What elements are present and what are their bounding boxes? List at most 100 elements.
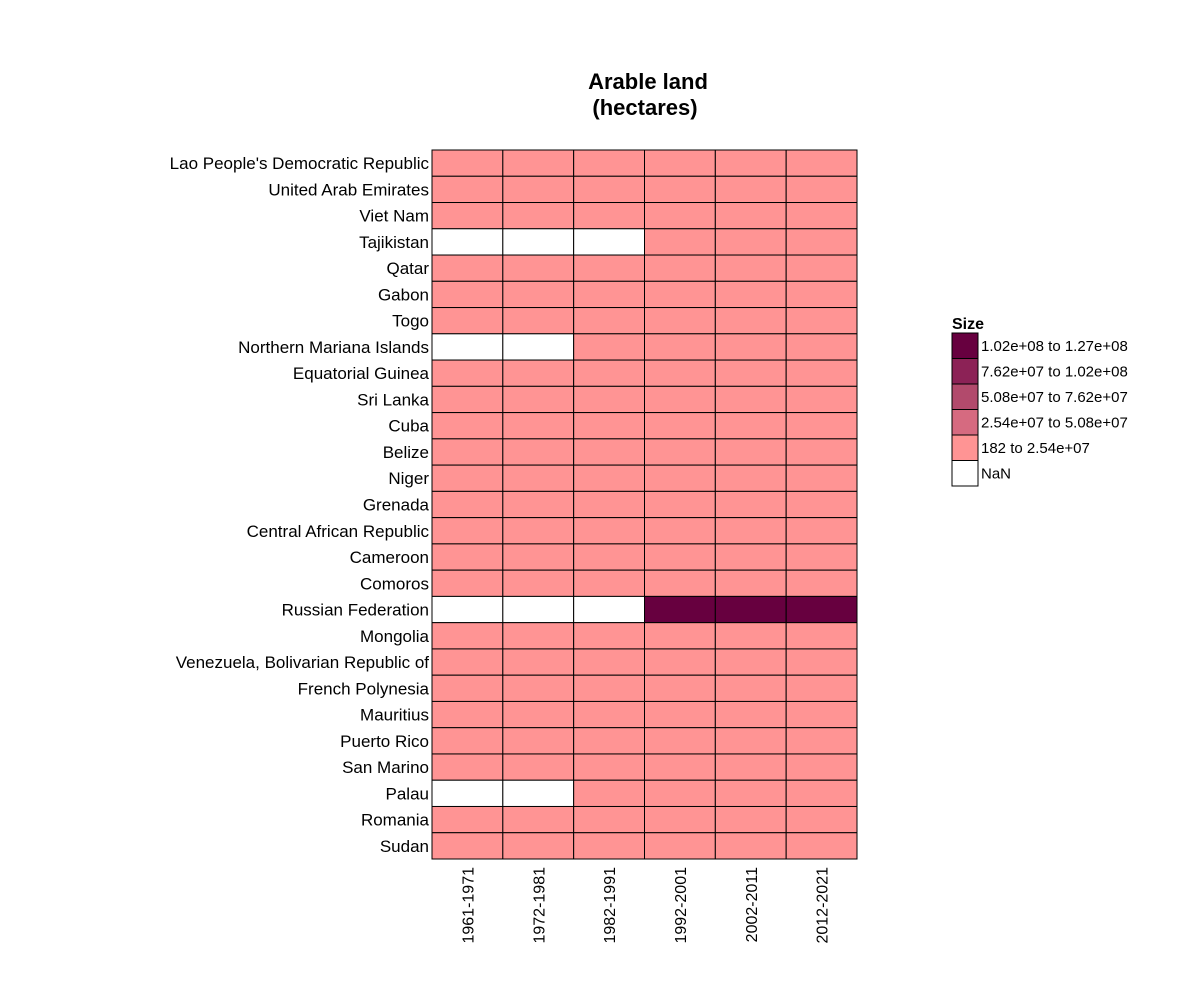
heatmap-cell xyxy=(714,543,787,571)
y-tick-label: Sri Lanka xyxy=(357,390,429,409)
heatmap-cell xyxy=(502,832,575,860)
heatmap-cell xyxy=(573,438,645,466)
legend-label: 5.08e+07 to 7.62e+07 xyxy=(981,389,1128,406)
heatmap-cell xyxy=(714,832,787,860)
heatmap-cell xyxy=(573,832,645,860)
x-tick-label: 1982-1991 xyxy=(602,867,619,944)
heatmap-cell xyxy=(502,727,575,755)
heatmap-cell xyxy=(502,175,575,204)
heatmap-cell xyxy=(785,307,858,335)
heatmap-cell xyxy=(644,202,716,230)
heatmap-cell xyxy=(502,622,575,650)
y-tick-label: Togo xyxy=(392,312,429,331)
heatmap-cell xyxy=(431,569,504,597)
y-tick-label: Viet Nam xyxy=(359,207,429,226)
heatmap-cell xyxy=(431,517,504,545)
x-tick-label: 1972-1981 xyxy=(531,867,548,944)
y-tick-label: Russian Federation xyxy=(282,601,429,620)
y-tick-label: Mongolia xyxy=(360,627,430,646)
heatmap-cell xyxy=(502,517,575,545)
heatmap-cell xyxy=(502,674,575,702)
heatmap-cell xyxy=(573,569,645,597)
heatmap-cell xyxy=(573,648,645,676)
legend-swatch xyxy=(951,409,979,436)
heatmap-cell xyxy=(644,359,716,387)
legend-swatch xyxy=(951,332,979,359)
legend: Size 1.02e+08 to 1.27e+08 7.62e+07 to 1.0… xyxy=(951,316,1128,487)
legend-label: 1.02e+08 to 1.27e+08 xyxy=(981,338,1128,355)
heatmap-cells xyxy=(431,149,858,860)
heatmap-cell xyxy=(785,385,858,414)
heatmap-cell xyxy=(644,333,716,361)
heatmap-cell xyxy=(785,700,858,729)
heatmap-cell xyxy=(502,149,575,177)
heatmap-cell xyxy=(431,490,504,519)
heatmap-cell xyxy=(573,517,645,545)
y-tick-label: Palau xyxy=(386,784,429,803)
heatmap-cell xyxy=(785,438,858,466)
heatmap-cell xyxy=(785,595,858,624)
heatmap-cell xyxy=(785,254,858,282)
legend-swatch xyxy=(951,358,979,385)
heatmap-cell xyxy=(573,333,645,361)
heatmap-cell xyxy=(644,832,716,860)
heatmap-cell xyxy=(785,464,858,492)
heatmap-cell xyxy=(573,149,645,177)
heatmap-cell xyxy=(573,412,645,440)
heatmap-cell xyxy=(714,805,787,834)
heatmap-cell xyxy=(502,595,575,624)
heatmap-cell xyxy=(785,569,858,597)
heatmap-cell xyxy=(644,700,716,729)
heatmap-cell xyxy=(714,385,787,414)
heatmap-cell xyxy=(431,307,504,335)
legend-swatch xyxy=(951,460,979,487)
heatmap-cell xyxy=(431,805,504,834)
x-tick-label: 2002-2011 xyxy=(744,867,761,942)
legend-label: NaN xyxy=(981,465,1011,482)
heatmap-cell xyxy=(714,175,787,204)
heatmap-cell xyxy=(431,438,504,466)
heatmap-cell xyxy=(573,202,645,230)
chart-title: Arable land (hectares) xyxy=(588,69,708,120)
heatmap-cell xyxy=(644,254,716,282)
heatmap-cell xyxy=(502,280,575,309)
heatmap-cell xyxy=(573,753,645,781)
y-tick-label: Qatar xyxy=(386,259,429,278)
heatmap-cell xyxy=(431,543,504,571)
heatmap-cell xyxy=(431,700,504,729)
heatmap-cell xyxy=(714,149,787,177)
heatmap-cell xyxy=(785,779,858,807)
heatmap-cell xyxy=(714,674,787,702)
heatmap-cell xyxy=(644,490,716,519)
heatmap-cell xyxy=(644,543,716,571)
heatmap-cell xyxy=(644,464,716,492)
heatmap-cell xyxy=(644,307,716,335)
heatmap-cell xyxy=(714,280,787,309)
heatmap-cell xyxy=(644,149,716,177)
heatmap-cell xyxy=(573,700,645,729)
heatmap-cell xyxy=(573,464,645,492)
heatmap-cell xyxy=(644,648,716,676)
heatmap-cell xyxy=(785,412,858,440)
y-tick-label: Comoros xyxy=(360,574,429,593)
heatmap-cell xyxy=(502,254,575,282)
heatmap-cell xyxy=(573,490,645,519)
legend-title: Size xyxy=(952,316,984,333)
x-tick-label: 1961-1971 xyxy=(460,867,477,944)
y-tick-label: Tajikistan xyxy=(359,233,429,252)
heatmap-cell xyxy=(502,228,575,256)
heatmap-cell xyxy=(502,490,575,519)
heatmap-cell xyxy=(431,622,504,650)
heatmap-cell xyxy=(644,779,716,807)
heatmap-cell xyxy=(785,674,858,702)
x-tick-label: 1992-2001 xyxy=(673,867,690,944)
heatmap-cell xyxy=(573,280,645,309)
heatmap-cell xyxy=(431,779,504,807)
heatmap-cell xyxy=(644,438,716,466)
heatmap-cell xyxy=(431,412,504,440)
y-tick-label: Puerto Rico xyxy=(340,732,429,751)
heatmap-cell xyxy=(431,228,504,256)
heatmap-cell xyxy=(502,385,575,414)
heatmap-cell xyxy=(502,779,575,807)
